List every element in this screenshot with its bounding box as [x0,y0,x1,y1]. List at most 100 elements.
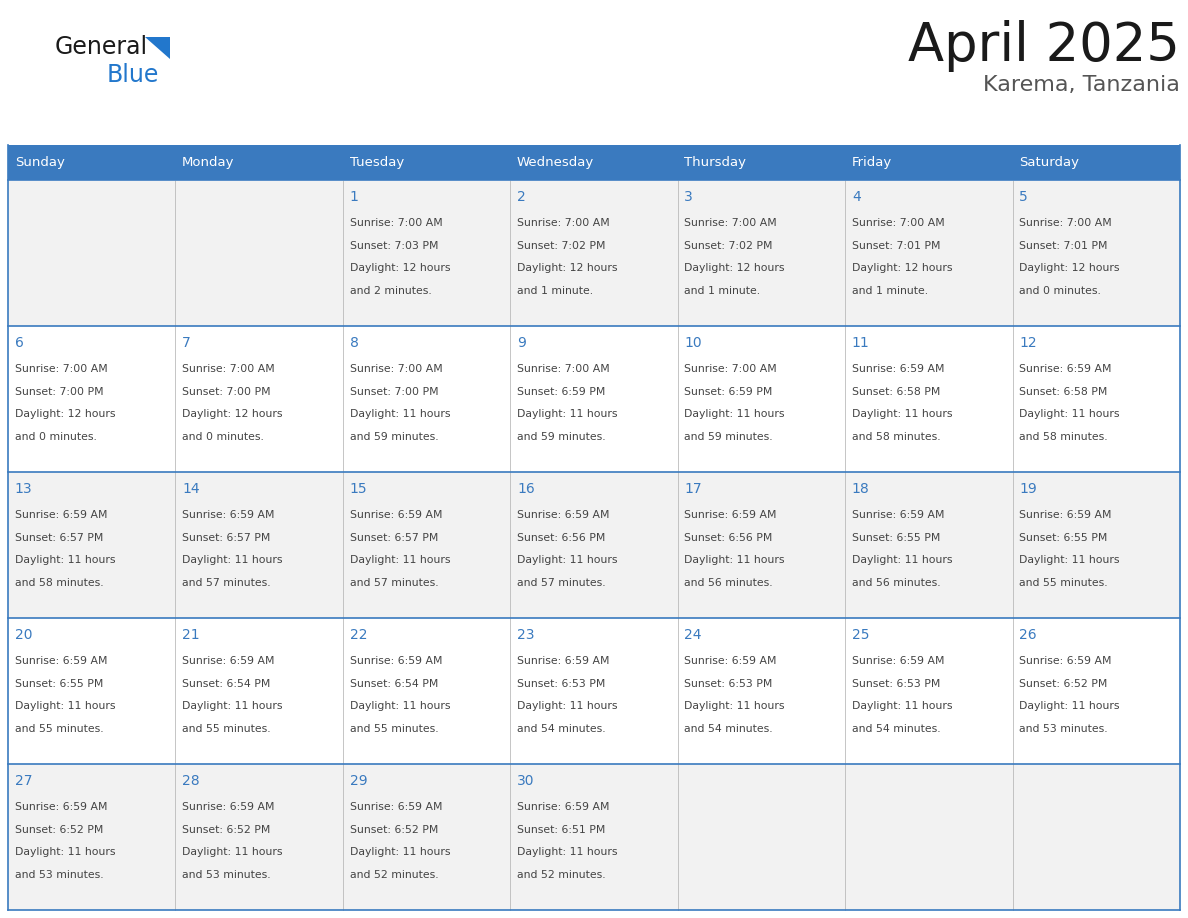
Text: 7: 7 [182,336,191,351]
Text: Daylight: 11 hours: Daylight: 11 hours [852,701,953,711]
Text: 1: 1 [349,190,359,204]
Bar [677,472,845,618]
Text: 20: 20 [14,628,32,643]
Text: 22: 22 [349,628,367,643]
Bar [1012,326,1180,472]
Text: 16: 16 [517,482,535,497]
Bar [176,618,343,764]
Text: and 56 minutes.: and 56 minutes. [684,577,773,588]
Text: Sunrise: 7:00 AM: Sunrise: 7:00 AM [349,218,442,228]
Text: Sunset: 7:02 PM: Sunset: 7:02 PM [517,241,606,251]
Bar [8,180,176,326]
Bar [343,472,511,618]
Text: Sunset: 7:02 PM: Sunset: 7:02 PM [684,241,773,251]
Bar [511,180,677,326]
Bar [677,764,845,910]
Text: 12: 12 [1019,336,1037,351]
Bar [845,326,1012,472]
Text: Sunrise: 6:59 AM: Sunrise: 6:59 AM [349,510,442,520]
Text: and 1 minute.: and 1 minute. [684,285,760,296]
Text: Sunrise: 6:59 AM: Sunrise: 6:59 AM [852,364,944,374]
Text: and 53 minutes.: and 53 minutes. [1019,724,1108,733]
Text: and 59 minutes.: and 59 minutes. [684,431,773,442]
Bar [1012,180,1180,326]
Text: and 1 minute.: and 1 minute. [517,285,593,296]
Text: Daylight: 11 hours: Daylight: 11 hours [684,409,785,420]
Text: 18: 18 [852,482,870,497]
Text: General: General [55,35,148,59]
Text: Sunrise: 7:00 AM: Sunrise: 7:00 AM [517,364,609,374]
Bar [176,326,343,472]
Text: 19: 19 [1019,482,1037,497]
Bar [343,618,511,764]
Text: Sunrise: 6:59 AM: Sunrise: 6:59 AM [517,656,609,666]
Text: and 52 minutes.: and 52 minutes. [517,870,606,879]
Text: and 55 minutes.: and 55 minutes. [182,724,271,733]
Text: Sunset: 6:53 PM: Sunset: 6:53 PM [852,678,940,688]
Bar [511,145,677,180]
Text: and 2 minutes.: and 2 minutes. [349,285,431,296]
Text: and 55 minutes.: and 55 minutes. [349,724,438,733]
Bar [176,764,343,910]
Text: Daylight: 11 hours: Daylight: 11 hours [1019,701,1120,711]
Text: Daylight: 11 hours: Daylight: 11 hours [349,409,450,420]
Text: and 57 minutes.: and 57 minutes. [517,577,606,588]
Bar [511,764,677,910]
Text: Sunset: 6:56 PM: Sunset: 6:56 PM [517,532,606,543]
Bar [845,764,1012,910]
Text: 6: 6 [14,336,24,351]
Text: Sunrise: 7:00 AM: Sunrise: 7:00 AM [1019,218,1112,228]
Text: Sunrise: 6:59 AM: Sunrise: 6:59 AM [1019,510,1112,520]
Text: Daylight: 12 hours: Daylight: 12 hours [1019,263,1120,274]
Text: 25: 25 [852,628,870,643]
Text: and 53 minutes.: and 53 minutes. [14,870,103,879]
Text: and 53 minutes.: and 53 minutes. [182,870,271,879]
Bar [176,180,343,326]
Text: and 59 minutes.: and 59 minutes. [517,431,606,442]
Text: and 57 minutes.: and 57 minutes. [349,577,438,588]
Text: Sunset: 7:03 PM: Sunset: 7:03 PM [349,241,438,251]
Bar [343,145,511,180]
Text: 17: 17 [684,482,702,497]
Text: Daylight: 12 hours: Daylight: 12 hours [517,263,618,274]
Text: Sunrise: 6:59 AM: Sunrise: 6:59 AM [684,656,777,666]
Text: 28: 28 [182,774,200,789]
Bar [1012,618,1180,764]
Text: and 52 minutes.: and 52 minutes. [349,870,438,879]
Text: Blue: Blue [107,63,159,87]
Text: Sunset: 7:01 PM: Sunset: 7:01 PM [852,241,941,251]
Text: Daylight: 11 hours: Daylight: 11 hours [182,847,283,857]
Polygon shape [145,37,170,59]
Text: Sunday: Sunday [14,156,64,169]
Text: Sunrise: 6:59 AM: Sunrise: 6:59 AM [517,802,609,812]
Text: Daylight: 11 hours: Daylight: 11 hours [852,409,953,420]
Text: Daylight: 11 hours: Daylight: 11 hours [182,555,283,565]
Text: Sunrise: 7:00 AM: Sunrise: 7:00 AM [182,364,274,374]
Text: Sunset: 6:52 PM: Sunset: 6:52 PM [14,824,103,834]
Text: Saturday: Saturday [1019,156,1079,169]
Text: Daylight: 12 hours: Daylight: 12 hours [349,263,450,274]
Text: Sunset: 7:01 PM: Sunset: 7:01 PM [1019,241,1107,251]
Text: 9: 9 [517,336,526,351]
Text: Thursday: Thursday [684,156,746,169]
Text: Wednesday: Wednesday [517,156,594,169]
Text: Daylight: 12 hours: Daylight: 12 hours [182,409,283,420]
Text: Sunset: 6:59 PM: Sunset: 6:59 PM [684,386,772,397]
Text: Sunrise: 7:00 AM: Sunrise: 7:00 AM [684,218,777,228]
Text: and 0 minutes.: and 0 minutes. [14,431,96,442]
Bar [8,145,176,180]
Text: Daylight: 11 hours: Daylight: 11 hours [517,409,618,420]
Text: Sunset: 6:51 PM: Sunset: 6:51 PM [517,824,606,834]
Text: Daylight: 11 hours: Daylight: 11 hours [1019,555,1120,565]
Text: and 56 minutes.: and 56 minutes. [852,577,941,588]
Text: Sunset: 6:52 PM: Sunset: 6:52 PM [1019,678,1107,688]
Bar [176,145,343,180]
Text: Sunset: 6:58 PM: Sunset: 6:58 PM [1019,386,1107,397]
Text: Sunrise: 6:59 AM: Sunrise: 6:59 AM [1019,656,1112,666]
Bar [1012,472,1180,618]
Text: Sunrise: 6:59 AM: Sunrise: 6:59 AM [14,510,107,520]
Bar [176,472,343,618]
Text: Sunrise: 6:59 AM: Sunrise: 6:59 AM [852,656,944,666]
Text: and 1 minute.: and 1 minute. [852,285,928,296]
Text: Daylight: 12 hours: Daylight: 12 hours [684,263,785,274]
